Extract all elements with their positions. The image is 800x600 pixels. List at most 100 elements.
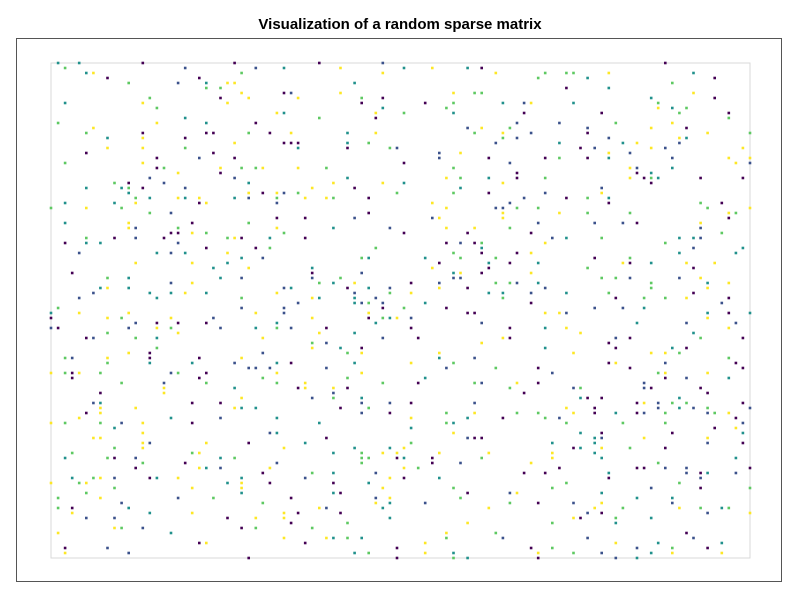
matrix-point [282,446,286,450]
matrix-point [409,416,413,420]
matrix-point [176,321,180,325]
matrix-point [600,436,603,440]
matrix-point [628,446,632,450]
matrix-point [247,196,250,200]
matrix-point [699,336,702,340]
matrix-point [141,161,145,165]
matrix-point [56,121,60,125]
matrix-point [635,556,639,560]
matrix-point [233,141,236,145]
matrix-point [346,141,349,145]
matrix-point [593,221,596,225]
matrix-point [727,281,731,285]
matrix-point [92,336,95,340]
matrix-point [205,246,208,250]
matrix-point [699,276,702,280]
matrix-point [656,541,660,545]
matrix-point [212,316,215,320]
matrix-point [685,261,688,265]
matrix-point [296,141,300,145]
matrix-point [515,491,519,495]
matrix-point [438,356,441,360]
matrix-point [727,116,731,120]
matrix-point [56,61,60,65]
matrix-point [219,166,222,170]
matrix-point [113,526,116,530]
matrix-point [120,186,123,190]
matrix-point [261,166,265,170]
matrix-point [56,531,60,535]
matrix-point [664,296,667,300]
matrix-point [99,496,102,500]
matrix-point [551,236,554,240]
matrix-point [586,396,589,400]
matrix-point [148,96,152,100]
matrix-point [649,286,653,290]
matrix-point [254,406,258,410]
matrix-point [169,291,173,295]
matrix-point [678,351,681,355]
matrix-point [607,136,611,140]
matrix-point [346,521,349,525]
matrix-point [332,481,335,485]
matrix-point [480,246,483,250]
matrix-point [642,466,646,470]
matrix-point [423,376,427,380]
matrix-point [282,231,286,235]
matrix-point [162,386,166,390]
matrix-point [332,491,335,495]
matrix-point [409,426,413,430]
matrix-point [438,351,441,355]
matrix-point [120,316,123,320]
matrix-point [56,326,60,330]
matrix-point [282,311,286,315]
matrix-point [536,381,540,385]
matrix-point [671,546,674,550]
matrix-point [70,371,74,375]
matrix-point [388,501,392,505]
matrix-point [706,131,709,135]
matrix-point [706,286,709,290]
matrix-point [642,436,646,440]
matrix-point [325,196,328,200]
matrix-point [480,321,483,325]
matrix-point [452,101,455,105]
matrix-point [741,431,745,435]
matrix-point [155,326,159,330]
matrix-point [727,111,731,115]
matrix-point [99,411,102,415]
matrix-point [310,341,314,345]
matrix-point [593,406,596,410]
matrix-point [162,391,166,395]
matrix-point [438,156,441,160]
matrix-point [671,166,674,170]
matrix-point [70,451,74,455]
matrix-point [176,231,180,235]
matrix-point [515,136,519,140]
matrix-point [268,236,272,240]
matrix-point [431,461,434,465]
matrix-point [360,451,363,455]
matrix-point [353,81,356,85]
matrix-point [593,146,596,150]
matrix-point [445,206,448,210]
matrix-point [205,371,208,375]
matrix-point [480,341,483,345]
matrix-point [501,416,505,420]
matrix-point [190,421,194,425]
matrix-point [656,406,660,410]
matrix-point [487,176,491,180]
matrix-point [254,516,258,520]
matrix-point [494,206,498,210]
matrix-point [289,521,293,525]
matrix-point [77,251,81,255]
matrix-point [233,361,236,365]
matrix-point [515,121,519,125]
matrix-point [487,191,491,195]
matrix-point [586,266,589,270]
matrix-point [56,506,60,510]
matrix-point [727,156,731,160]
matrix-point [473,436,476,440]
matrix-point [438,261,441,265]
matrix-point [310,526,314,530]
